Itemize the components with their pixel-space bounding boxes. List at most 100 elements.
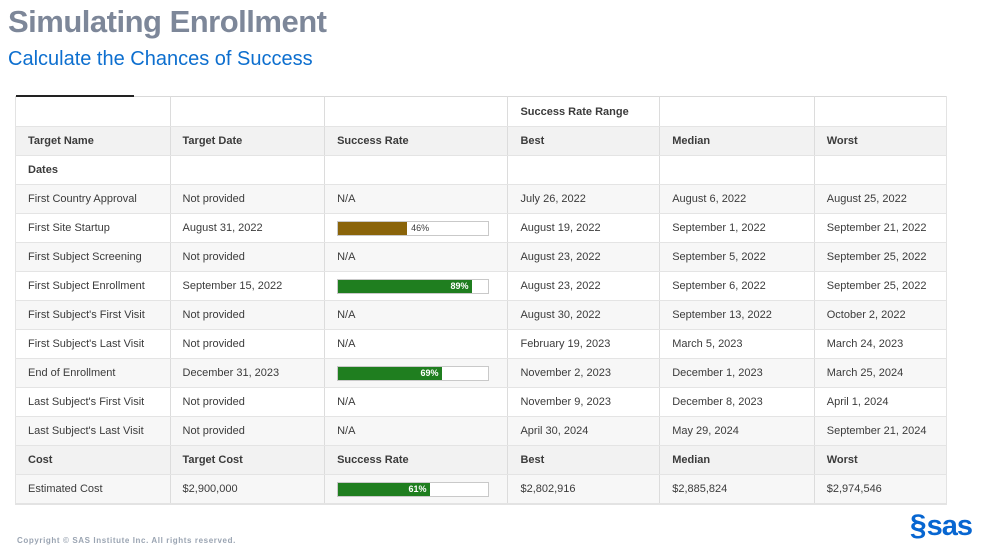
cell-target-name: First Subject Enrollment — [15, 271, 171, 301]
empty-cell — [814, 96, 948, 127]
cell-median: September 13, 2022 — [659, 300, 815, 330]
cell-target-name: First Site Startup — [15, 213, 171, 243]
cell-worst: $2,974,546 — [814, 474, 948, 505]
column-header-cell: Target Date — [170, 126, 326, 156]
cell-target-date: Not provided — [170, 300, 326, 330]
table-row: First Country Approval Not provided N/A Jul… — [15, 184, 948, 214]
column-header-cell: Success Rate — [324, 126, 509, 156]
cell-median: $2,885,824 — [659, 474, 815, 505]
cell-target-date: September 15, 2022 — [170, 271, 326, 301]
column-header-cell: Success Rate — [324, 445, 509, 475]
success-rate-bar-label: 69% — [420, 367, 439, 378]
table-row: First Subject Screening Not provided N/A Au… — [15, 242, 948, 272]
cell-best: August 23, 2022 — [507, 271, 661, 301]
column-header-cell: Worst — [814, 445, 948, 475]
cell-target-name: First Subject's Last Visit — [15, 329, 171, 359]
column-header-cell: Target Cost — [170, 445, 326, 475]
table-row: First Subject Enrollment September 15, 20… — [15, 271, 948, 301]
cell-median: December 8, 2023 — [659, 387, 815, 417]
cell-target-cost: $2,900,000 — [170, 474, 326, 505]
cell-target-date: Not provided — [170, 387, 326, 417]
range-header-cell: Success Rate Range — [507, 96, 661, 127]
cell-target-name: End of Enrollment — [15, 358, 171, 388]
sas-logo-text: sas — [926, 510, 973, 542]
cell-success-rate: 61% — [324, 474, 509, 505]
empty-cell — [659, 155, 815, 185]
copyright-notice: Copyright © SAS Institute Inc. All right… — [17, 536, 236, 545]
empty-cell — [170, 155, 326, 185]
cell-success-rate: N/A — [324, 184, 509, 214]
cell-best: November 2, 2023 — [507, 358, 661, 388]
cell-best: November 9, 2023 — [507, 387, 661, 417]
cell-success-rate: 69% — [324, 358, 509, 388]
cell-best: August 30, 2022 — [507, 300, 661, 330]
cell-success-rate: 89% — [324, 271, 509, 301]
cell-target-name: Estimated Cost — [15, 474, 171, 505]
page-subtitle: Calculate the Chances of Success — [8, 48, 313, 70]
table-row: Cost Target Cost Success Rate Best Median Wor… — [15, 445, 948, 475]
column-header-cell: Median — [659, 126, 815, 156]
cell-target-date: Not provided — [170, 329, 326, 359]
cell-median: August 6, 2022 — [659, 184, 815, 214]
column-header-cell: Best — [507, 126, 661, 156]
column-header-cell: Median — [659, 445, 815, 475]
empty-cell — [324, 155, 509, 185]
cell-worst: September 21, 2024 — [814, 416, 948, 446]
table-row: Success Rate Range — [15, 96, 948, 127]
enrollment-table: Success Rate Range Target Name Target Date… — [15, 96, 948, 505]
cell-best: February 19, 2023 — [507, 329, 661, 359]
cell-best: $2,802,916 — [507, 474, 661, 505]
success-rate-bar-fill — [338, 221, 408, 235]
empty-cell — [814, 155, 948, 185]
cell-worst: March 25, 2024 — [814, 358, 948, 388]
cell-median: May 29, 2024 — [659, 416, 815, 446]
empty-cell — [507, 155, 661, 185]
table-row: Last Subject's First Visit Not provided N/… — [15, 387, 948, 417]
empty-cell — [659, 96, 815, 127]
empty-cell — [324, 96, 509, 127]
enrollment-table-container: Success Rate Range Target Name Target Date… — [15, 96, 948, 505]
cell-success-rate: 46% — [324, 213, 509, 243]
cell-success-rate: N/A — [324, 242, 509, 272]
cell-target-name: First Subject's First Visit — [15, 300, 171, 330]
cell-worst: April 1, 2024 — [814, 387, 948, 417]
cell-target-name: First Country Approval — [15, 184, 171, 214]
success-rate-bar: 89% — [337, 278, 490, 294]
cell-median: September 6, 2022 — [659, 271, 815, 301]
success-rate-bar-label: 46% — [411, 222, 430, 233]
cell-success-rate: N/A — [324, 300, 509, 330]
table-row: Target Name Target Date Success Rate Best Me… — [15, 126, 948, 156]
cell-target-date: Not provided — [170, 184, 326, 214]
cell-success-rate: N/A — [324, 387, 509, 417]
sas-swirl-icon: § — [909, 509, 927, 542]
cell-success-rate: N/A — [324, 329, 509, 359]
table-row: Estimated Cost $2,900,000 61% $2,802,916 $2,… — [15, 474, 948, 505]
cell-best: August 23, 2022 — [507, 242, 661, 272]
column-header-cell: Target Name — [15, 126, 171, 156]
table-row: First Subject's First Visit Not provided N… — [15, 300, 948, 330]
success-rate-bar: 69% — [337, 365, 490, 381]
section-label-cell: Dates — [15, 155, 171, 185]
success-rate-bar-fill: 89% — [338, 279, 472, 293]
cell-worst: September 25, 2022 — [814, 271, 948, 301]
empty-cell — [170, 96, 326, 127]
cell-median: September 1, 2022 — [659, 213, 815, 243]
table-row: First Subject's Last Visit Not provided N/… — [15, 329, 948, 359]
column-header-cell: Best — [507, 445, 661, 475]
table-row: Last Subject's Last Visit Not provided N/A… — [15, 416, 948, 446]
success-rate-bar-label: 89% — [450, 280, 469, 291]
column-header-cell: Worst — [814, 126, 948, 156]
success-rate-bar-fill: 61% — [338, 482, 430, 496]
cell-target-date: December 31, 2023 — [170, 358, 326, 388]
cell-best: July 26, 2022 — [507, 184, 661, 214]
cell-worst: August 25, 2022 — [814, 184, 948, 214]
table-row: First Site Startup August 31, 2022 46% Augu… — [15, 213, 948, 243]
sas-logo: § sas — [909, 508, 973, 544]
cell-target-date: Not provided — [170, 242, 326, 272]
cell-target-date: Not provided — [170, 416, 326, 446]
success-rate-bar: 61% — [337, 481, 490, 497]
table-row: Dates — [15, 155, 948, 185]
cell-worst: September 21, 2022 — [814, 213, 948, 243]
success-rate-bar-label: 61% — [408, 483, 427, 494]
cell-median: September 5, 2022 — [659, 242, 815, 272]
